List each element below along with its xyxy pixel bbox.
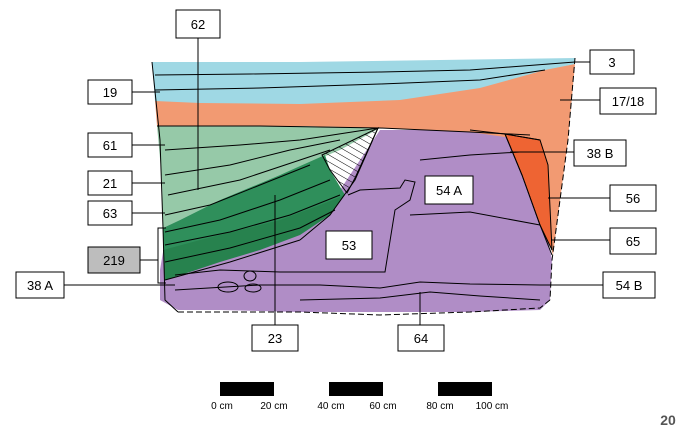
figure-number: 20	[660, 412, 676, 428]
label-21: 21	[87, 170, 133, 196]
layer-219	[163, 195, 345, 280]
label-38a: 38 A	[15, 271, 65, 299]
svg-text:19: 19	[103, 85, 117, 100]
label-56: 56	[609, 184, 657, 212]
scale-tick-40: 40 cm	[317, 401, 344, 412]
svg-text:61: 61	[103, 138, 117, 153]
label-219: 219	[87, 246, 141, 274]
svg-text:38 A: 38 A	[27, 278, 53, 293]
svg-text:53: 53	[342, 238, 356, 253]
label-61: 61	[87, 132, 133, 158]
svg-text:64: 64	[414, 331, 428, 346]
label-62: 62	[175, 9, 221, 39]
svg-text:63: 63	[103, 206, 117, 221]
scale-tick-0: 0 cm	[211, 401, 233, 412]
leader-lines	[64, 38, 610, 325]
scale-tick-100: 100 cm	[476, 401, 509, 412]
svg-text:62: 62	[191, 17, 205, 32]
svg-text:17/18: 17/18	[612, 94, 645, 109]
label-19: 19	[87, 79, 133, 105]
label-54b: 54 B	[602, 271, 656, 299]
label-54a: 54 A	[424, 175, 474, 205]
layer-17-18	[155, 64, 575, 255]
scale-tick-80: 80 cm	[426, 401, 453, 412]
svg-text:54 B: 54 B	[616, 278, 643, 293]
svg-text:3: 3	[608, 55, 615, 70]
svg-text:21: 21	[103, 176, 117, 191]
svg-text:65: 65	[626, 234, 640, 249]
label-17-18: 17/18	[599, 87, 657, 115]
svg-text:38 B: 38 B	[587, 146, 614, 161]
scale-tick-60: 60 cm	[369, 401, 396, 412]
svg-text:56: 56	[626, 191, 640, 206]
label-53: 53	[325, 230, 373, 260]
svg-text:54 A: 54 A	[436, 183, 462, 198]
label-23: 23	[251, 324, 299, 352]
label-64: 64	[397, 324, 445, 352]
label-38b: 38 B	[573, 139, 627, 167]
svg-text:219: 219	[103, 253, 125, 268]
label-65: 65	[609, 227, 657, 255]
label-63: 63	[87, 200, 133, 226]
layer-3-19	[152, 58, 575, 104]
scale-tick-20: 20 cm	[260, 401, 287, 412]
svg-text:23: 23	[268, 331, 282, 346]
label-3: 3	[589, 49, 635, 75]
scale-bar: 0 cm 20 cm 40 cm 60 cm 80 cm 100 cm	[211, 382, 508, 412]
boundary-lines	[154, 61, 576, 301]
